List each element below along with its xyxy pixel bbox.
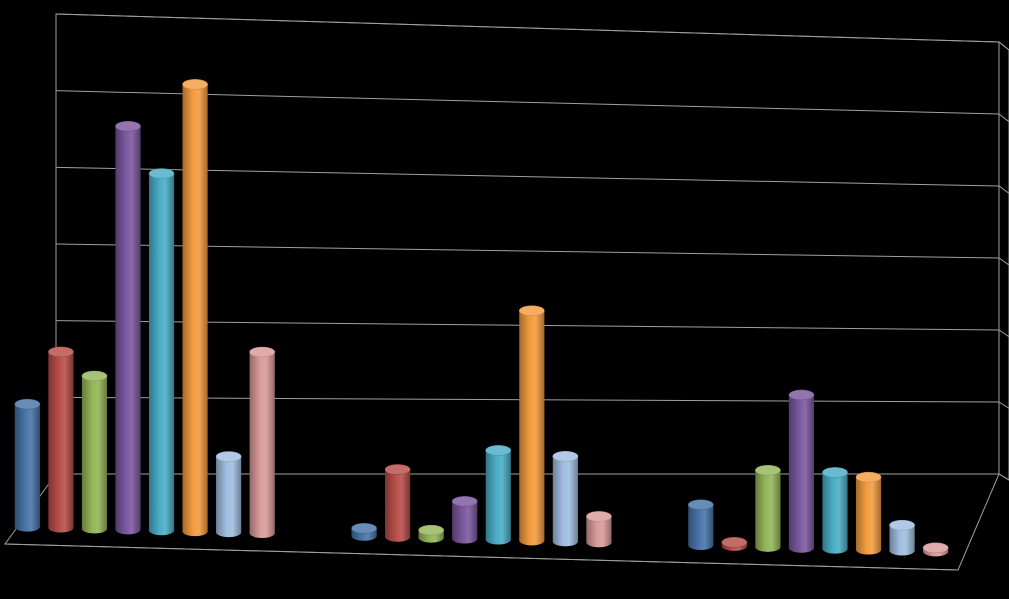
bar-body — [48, 347, 73, 533]
bar-top — [553, 451, 578, 461]
bar-body — [250, 347, 275, 538]
bar-top — [789, 390, 814, 400]
bar — [755, 465, 780, 552]
bar-top — [385, 464, 410, 474]
bar-top — [149, 169, 174, 179]
bar-top — [183, 79, 208, 89]
bar-top — [486, 445, 511, 455]
bar — [822, 467, 847, 553]
bar-body — [115, 121, 140, 534]
bar — [82, 371, 107, 533]
bar-body — [789, 390, 814, 553]
bar-top — [15, 399, 40, 409]
bar — [452, 496, 477, 543]
bar-top — [216, 452, 241, 462]
bar — [923, 543, 948, 557]
bar — [250, 347, 275, 538]
bar-top — [250, 347, 275, 357]
bar-body — [149, 169, 174, 536]
bar — [519, 306, 544, 546]
bar-chart-3d — [0, 0, 1009, 599]
bar — [419, 525, 444, 542]
bar-body — [15, 399, 40, 531]
bar — [553, 451, 578, 546]
bar — [688, 500, 713, 550]
bar-body — [822, 467, 847, 553]
bar-body — [385, 464, 410, 541]
bar — [586, 511, 611, 547]
bar — [856, 472, 881, 554]
bar-top — [48, 347, 73, 357]
bar — [48, 347, 73, 533]
bar-top — [822, 467, 847, 477]
bar-top — [856, 472, 881, 482]
bar-top — [722, 537, 747, 547]
bar — [15, 399, 40, 531]
bar — [385, 464, 410, 541]
bar-top — [688, 500, 713, 510]
bar-body — [519, 306, 544, 546]
bar-body — [755, 465, 780, 552]
bar-body — [486, 445, 511, 544]
bar — [115, 121, 140, 534]
bar-body — [183, 79, 208, 536]
chart-container — [0, 0, 1009, 599]
bar-top — [82, 371, 107, 381]
bar-top — [419, 525, 444, 535]
bar-body — [82, 371, 107, 533]
bar — [890, 520, 915, 555]
bar — [216, 452, 241, 538]
bar-top — [890, 520, 915, 530]
bar-top — [755, 465, 780, 475]
bar — [486, 445, 511, 544]
bar — [183, 79, 208, 536]
bar — [722, 537, 747, 551]
bar-body — [216, 452, 241, 538]
bar — [149, 169, 174, 536]
bar-top — [586, 511, 611, 521]
bar-top — [923, 543, 948, 553]
bar — [789, 390, 814, 553]
bar-top — [352, 523, 377, 533]
bar-top — [452, 496, 477, 506]
bar-body — [553, 451, 578, 546]
bar-top — [115, 121, 140, 131]
bar — [352, 523, 377, 540]
bar-top — [519, 306, 544, 316]
bar-body — [856, 472, 881, 554]
